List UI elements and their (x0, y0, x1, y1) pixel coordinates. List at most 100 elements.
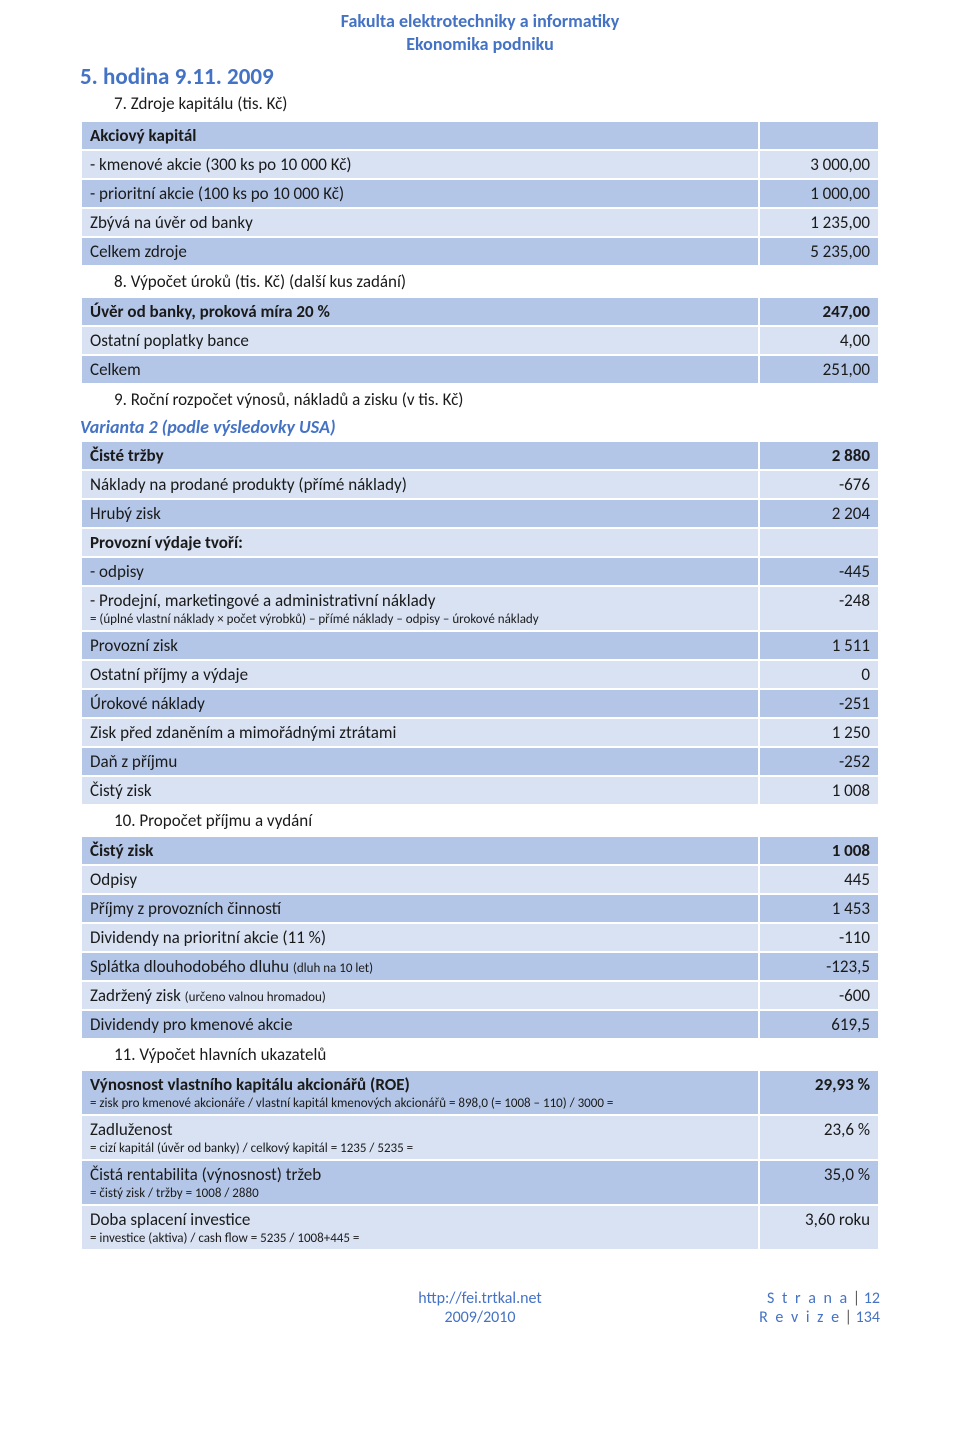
table-row: Zadluženost = cizí kapitál (úvěr od bank… (81, 1115, 879, 1160)
footer-revize-label: R e v i z e (759, 1308, 841, 1327)
cell-label: Čistá rentabilita (výnosnost) tržeb = či… (81, 1160, 759, 1205)
cell-note: = cizí kapitál (úvěr od banky) / celkový… (90, 1141, 750, 1156)
cell-label: Hrubý zisk (81, 499, 759, 528)
table-row: Celkem zdroje 5 235,00 (81, 237, 879, 266)
table-row: Dividendy na prioritní akcie (11 %) -110 (81, 923, 879, 952)
table-rozpocet: Čisté tržby 2 880 Náklady na prodané pro… (80, 440, 880, 806)
cell-label: Úrokové náklady (81, 689, 759, 718)
cell-label: Provozní výdaje tvoří: (81, 528, 759, 557)
section-8-heading: 8. Výpočet úroků (tis. Kč) (další kus za… (114, 271, 880, 292)
table-row: Čisté tržby 2 880 (81, 441, 879, 470)
cell-note: = čistý zisk / tržby = 1008 / 2880 (90, 1186, 750, 1201)
table-row: Úrokové náklady -251 (81, 689, 879, 718)
table-row: Zisk před zdaněním a mimořádnými ztrátam… (81, 718, 879, 747)
cell-value: 0 (759, 660, 879, 689)
cell-value: 3,60 roku (759, 1205, 879, 1250)
footer-url: http://fei.trtkal.net (418, 1289, 542, 1308)
cell-label: Zadržený zisk (určeno valnou hromadou) (81, 981, 759, 1010)
table-row: Náklady na prodané produkty (přímé nákla… (81, 470, 879, 499)
cell-label: Zbývá na úvěr od banky (81, 208, 759, 237)
table-row: - Prodejní, marketingové a administrativ… (81, 586, 879, 631)
cell-label-text: Výnosnost vlastního kapitálu akcionářů (… (90, 1074, 410, 1095)
table-row: Výnosnost vlastního kapitálu akcionářů (… (81, 1070, 879, 1115)
table-row: Akciový kapitál (81, 121, 879, 150)
cell-value: -445 (759, 557, 879, 586)
cell-label: Čistý zisk (81, 776, 759, 805)
cell-value: -110 (759, 923, 879, 952)
table-row: Doba splacení investice = investice (akt… (81, 1205, 879, 1250)
table-row: Odpisy 445 (81, 865, 879, 894)
cell-label-text: - Prodejní, marketingové a administrativ… (90, 590, 435, 611)
table-row: Čistý zisk 1 008 (81, 836, 879, 865)
cell-label: Příjmy z provozních činností (81, 894, 759, 923)
table-zdroje-kapitalu: Akciový kapitál - kmenové akcie (300 ks … (80, 120, 880, 267)
cell-value: -676 (759, 470, 879, 499)
cell-label: - Prodejní, marketingové a administrativ… (81, 586, 759, 631)
variant-title: Varianta 2 (podle výsledovky USA) (80, 416, 880, 438)
cell-value: 3 000,00 (759, 150, 879, 179)
cell-value (759, 528, 879, 557)
table-row: Hrubý zisk 2 204 (81, 499, 879, 528)
header-line-2: Ekonomika podniku (80, 33, 880, 56)
table-row: Daň z příjmu -252 (81, 747, 879, 776)
cell-value: 2 204 (759, 499, 879, 528)
cell-value: 4,00 (759, 326, 879, 355)
section-9-heading: 9. Roční rozpočet výnosů, nákladů a zisk… (114, 389, 880, 410)
cell-label: Výnosnost vlastního kapitálu akcionářů (… (81, 1070, 759, 1115)
table-row: - prioritní akcie (100 ks po 10 000 Kč) … (81, 179, 879, 208)
table-row: Ostatní příjmy a výdaje 0 (81, 660, 879, 689)
cell-label-text: Zadržený zisk (90, 985, 185, 1006)
cell-value: 2 880 (759, 441, 879, 470)
cell-label: Dividendy na prioritní akcie (11 %) (81, 923, 759, 952)
page-footer: http://fei.trtkal.net 2009/2010 S t r a … (0, 1285, 960, 1327)
table-row: Dividendy pro kmenové akcie 619,5 (81, 1010, 879, 1039)
cell-label-text: Zadluženost (90, 1119, 173, 1140)
cell-value: 445 (759, 865, 879, 894)
cell-label-tail: (dluh na 10 let) (293, 961, 373, 976)
cell-value: 1 008 (759, 836, 879, 865)
table-row: Provozní výdaje tvoří: (81, 528, 879, 557)
table-row: Splátka dlouhodobého dluhu (dluh na 10 l… (81, 952, 879, 981)
cell-note: = investice (aktiva) / cash flow = 5235 … (90, 1231, 750, 1246)
cell-label: Doba splacení investice = investice (akt… (81, 1205, 759, 1250)
table-row: Ostatní poplatky bance 4,00 (81, 326, 879, 355)
footer-rev-number: 134 (856, 1308, 880, 1327)
cell-value: 1 453 (759, 894, 879, 923)
table-ukazatele: Výnosnost vlastního kapitálu akcionářů (… (80, 1069, 880, 1251)
section-10-heading: 10. Propočet příjmu a vydání (114, 810, 880, 831)
cell-value: 1 235,00 (759, 208, 879, 237)
cell-value: 1 511 (759, 631, 879, 660)
section-11-heading: 11. Výpočet hlavních ukazatelů (114, 1044, 880, 1065)
table-row: Zadržený zisk (určeno valnou hromadou) -… (81, 981, 879, 1010)
cell-label: Čisté tržby (81, 441, 759, 470)
cell-label: Akciový kapitál (81, 121, 759, 150)
cell-label: Náklady na prodané produkty (přímé nákla… (81, 470, 759, 499)
cell-label-text: Čistá rentabilita (výnosnost) tržeb (90, 1164, 321, 1185)
cell-label: - odpisy (81, 557, 759, 586)
table-row: Zbývá na úvěr od banky 1 235,00 (81, 208, 879, 237)
cell-value: 251,00 (759, 355, 879, 384)
footer-page-number: 12 (864, 1289, 880, 1308)
cell-label-text: Splátka dlouhodobého dluhu (90, 956, 293, 977)
cell-value: 23,6 % (759, 1115, 879, 1160)
cell-label: Odpisy (81, 865, 759, 894)
cell-label: - kmenové akcie (300 ks po 10 000 Kč) (81, 150, 759, 179)
footer-year: 2009/2010 (418, 1308, 542, 1327)
cell-label: Celkem zdroje (81, 237, 759, 266)
cell-label: Ostatní poplatky bance (81, 326, 759, 355)
cell-label-tail: (určeno valnou hromadou) (185, 990, 326, 1005)
table-vypocet-uroku: Úvěr od banky, proková míra 20 % 247,00 … (80, 296, 880, 385)
footer-strana-label: S t r a n a (767, 1289, 849, 1308)
table-row: Příjmy z provozních činností 1 453 (81, 894, 879, 923)
cell-value: -123,5 (759, 952, 879, 981)
cell-value: 29,93 % (759, 1070, 879, 1115)
table-row: Čistá rentabilita (výnosnost) tržeb = či… (81, 1160, 879, 1205)
cell-label: Zadluženost = cizí kapitál (úvěr od bank… (81, 1115, 759, 1160)
cell-note: = zisk pro kmenové akcionáře / vlastní k… (90, 1096, 750, 1111)
header-line-1: Fakulta elektrotechniky a informatiky (80, 10, 880, 33)
cell-value: 619,5 (759, 1010, 879, 1039)
cell-label: Provozní zisk (81, 631, 759, 660)
cell-label: Splátka dlouhodobého dluhu (dluh na 10 l… (81, 952, 759, 981)
cell-value: 35,0 % (759, 1160, 879, 1205)
cell-label: - prioritní akcie (100 ks po 10 000 Kč) (81, 179, 759, 208)
